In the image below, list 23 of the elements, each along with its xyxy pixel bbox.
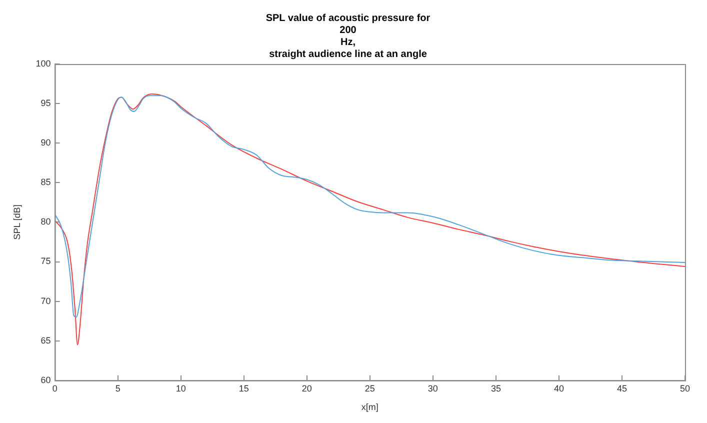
chart-title: SPL value of acoustic pressure for 200 Hz, straight audience line at an angle — [266, 12, 430, 60]
x-tick-label: 40 — [554, 383, 564, 394]
x-tick-label: 25 — [364, 383, 375, 394]
y-tick-label: 100 — [36, 58, 51, 68]
x-tick-label: 30 — [428, 383, 438, 394]
y-tick-label: 70 — [40, 296, 51, 306]
x-tick-label: 0 — [52, 383, 58, 394]
x-tick-label: 20 — [302, 383, 312, 394]
x-tick-label: 35 — [490, 383, 501, 394]
x-tick-label: 5 — [115, 383, 120, 394]
y-tick-label: 80 — [40, 216, 51, 227]
y-tick-label: 75 — [40, 256, 51, 266]
y-tick-label: 90 — [40, 138, 51, 148]
x-tick-label: 15 — [238, 383, 249, 394]
x-tick-label: 10 — [176, 383, 186, 394]
y-tick-label: 85 — [40, 177, 51, 188]
y-tick-label: 65 — [40, 335, 51, 346]
y-tick-label: 95 — [40, 98, 51, 108]
x-tick-label: 45 — [616, 383, 627, 394]
x-tick-label: 50 — [680, 383, 690, 394]
y-tick-label: 60 — [40, 374, 51, 385]
y-axis-title: SPL [dB] — [12, 204, 22, 240]
x-axis-title: x[m] — [361, 402, 378, 412]
